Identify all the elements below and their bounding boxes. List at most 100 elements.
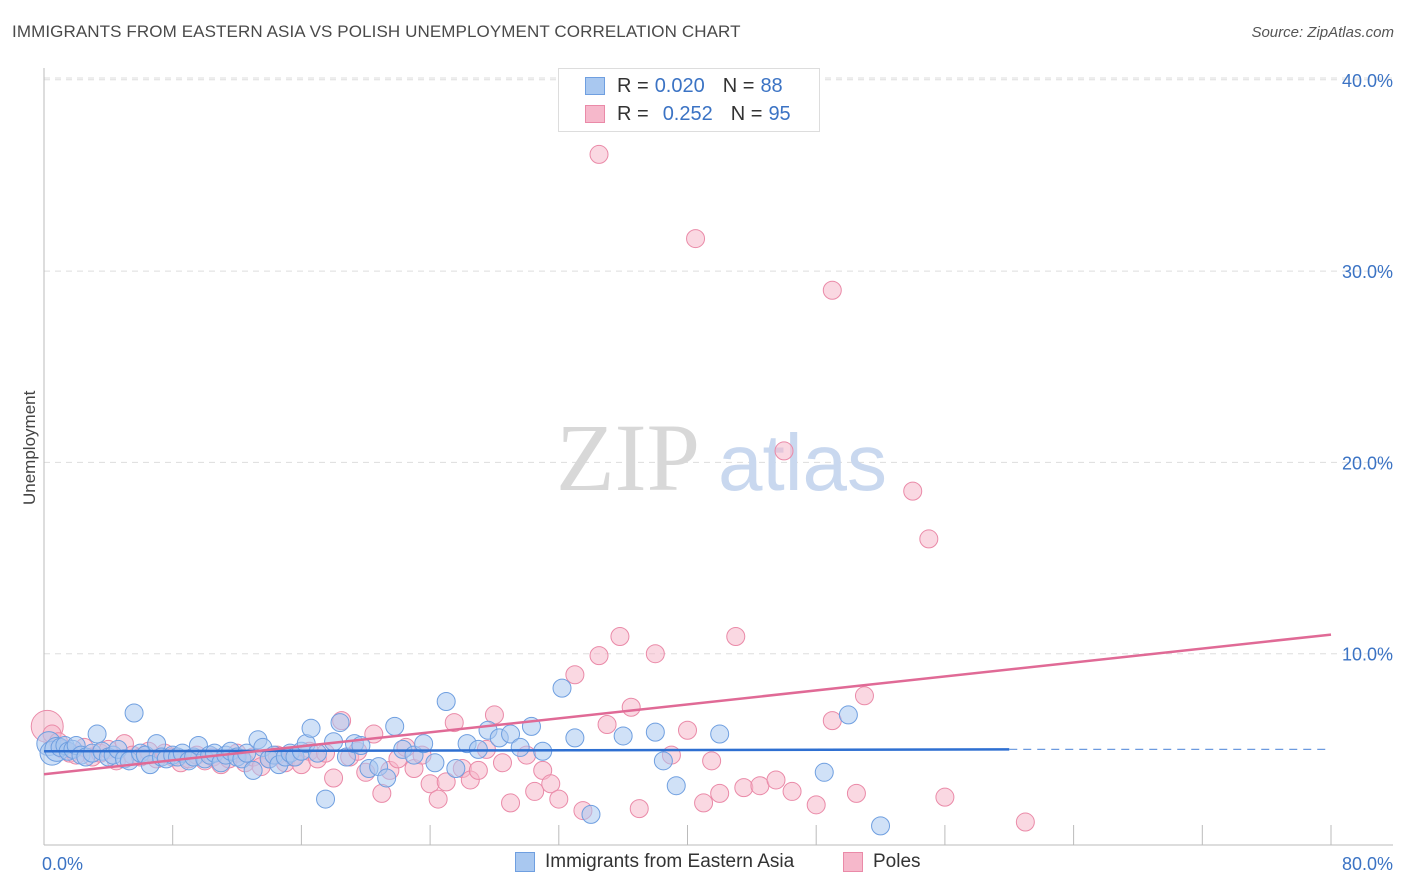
- y-tick-label: 10.0%: [1342, 645, 1393, 665]
- y-tick-label: 30.0%: [1342, 262, 1393, 282]
- legend-item-eastern-asia[interactable]: Immigrants from Eastern Asia: [515, 851, 794, 873]
- legend-swatch-blue: [585, 77, 605, 95]
- poles-point: [774, 441, 794, 461]
- legend-swatch-pink: [585, 105, 605, 123]
- poles-point: [919, 529, 939, 549]
- poles-point: [935, 787, 955, 807]
- legend-swatch-pink: [843, 852, 863, 872]
- eastern-asia-point: [501, 724, 521, 744]
- eastern-asia-point: [710, 724, 730, 744]
- eastern-asia-point: [87, 724, 107, 744]
- eastern-asia-point: [871, 816, 891, 836]
- poles-point: [686, 229, 706, 249]
- poles-point: [854, 686, 874, 706]
- poles-point: [610, 626, 630, 646]
- eastern-asia-point: [838, 705, 858, 725]
- poles-point: [766, 770, 786, 790]
- eastern-asia-point: [301, 718, 321, 738]
- legend-row-eastern-asia: R = 0.020 N = 88: [585, 73, 783, 99]
- eastern-asia-point: [666, 776, 686, 796]
- eastern-asia-point: [581, 804, 601, 824]
- legend-n-value: 95: [768, 102, 791, 125]
- correlation-legend: R = 0.020 N = 88 R = 0.252 N = 95: [558, 68, 820, 132]
- legend-label-poles: Poles: [873, 851, 921, 872]
- legend-row-poles: R = 0.252 N = 95: [585, 101, 791, 127]
- eastern-asia-point: [377, 768, 397, 788]
- legend-r-value: 0.252: [662, 102, 713, 125]
- eastern-asia-point: [330, 713, 350, 733]
- eastern-asia-point: [613, 726, 633, 746]
- poles-point: [702, 751, 722, 771]
- poles-point: [726, 626, 746, 646]
- eastern-asia-point: [425, 753, 445, 773]
- eastern-asia-point: [316, 789, 336, 809]
- poles-point: [782, 781, 802, 801]
- legend-item-poles[interactable]: Poles: [843, 851, 921, 873]
- poles-point: [501, 793, 521, 813]
- watermark-atlas: atlas: [718, 418, 887, 507]
- poles-point: [565, 665, 585, 685]
- poles-point: [694, 793, 714, 813]
- eastern-asia-point: [385, 716, 405, 736]
- legend-label-eastern-asia: Immigrants from Eastern Asia: [545, 851, 795, 872]
- poles-point: [324, 768, 344, 788]
- poles-point: [428, 789, 448, 809]
- poles-point: [621, 697, 641, 717]
- legend-n-label: N =: [722, 74, 755, 97]
- poles-point: [750, 776, 770, 796]
- eastern-asia-point: [124, 703, 144, 723]
- poles-point: [589, 646, 609, 666]
- y-tick-label: 40.0%: [1342, 71, 1393, 91]
- poles-point: [525, 781, 545, 801]
- eastern-asia-point: [243, 760, 263, 780]
- trend-line-poles: [43, 633, 1332, 776]
- eastern-asia-point: [510, 737, 530, 757]
- y-tick-label: 20.0%: [1342, 453, 1393, 473]
- trend-lines: [43, 633, 1332, 776]
- poles-point: [492, 753, 512, 773]
- legend-r-value: 0.020: [654, 74, 705, 97]
- poles-point: [589, 144, 609, 164]
- poles-point: [903, 481, 923, 501]
- legend-n-label: N =: [730, 102, 763, 125]
- poles-point: [734, 778, 754, 798]
- poles-point: [822, 711, 842, 731]
- chart-title: IMMIGRANTS FROM EASTERN ASIA VS POLISH U…: [12, 22, 741, 41]
- eastern-asia-point: [645, 722, 665, 742]
- poles-point: [806, 795, 826, 815]
- watermark: ZIP atlas: [556, 404, 887, 511]
- source-credit: Source: ZipAtlas.com: [1251, 24, 1394, 41]
- poles-point: [549, 789, 569, 809]
- x-tick-label-min: 0.0%: [42, 854, 83, 874]
- poles-point: [629, 799, 649, 819]
- poles-point: [436, 772, 456, 792]
- eastern-asia-point: [814, 762, 834, 782]
- legend-swatch-blue: [515, 852, 535, 872]
- tick-labels: 10.0% 20.0% 30.0% 40.0% 0.0% 80.0%: [42, 71, 1393, 874]
- poles-point: [645, 644, 665, 664]
- legend-r-label: R =: [617, 74, 649, 97]
- grid-lines: [44, 77, 1393, 655]
- trend-line-eastern-asia: [43, 748, 1010, 753]
- legend-r-label: R =: [617, 102, 649, 125]
- poles-point: [468, 760, 488, 780]
- eastern-asia-point: [446, 758, 466, 778]
- series-legend: Immigrants from Eastern Asia Poles: [0, 851, 1406, 877]
- eastern-asia-point: [565, 728, 585, 748]
- eastern-asia-point: [414, 734, 434, 754]
- poles-point: [678, 720, 697, 740]
- poles-point: [541, 774, 561, 794]
- poles-point: [710, 783, 730, 803]
- eastern-asia-point: [436, 692, 456, 712]
- legend-n-value: 88: [760, 74, 783, 97]
- poles-point: [822, 280, 842, 300]
- eastern-asia-point: [653, 751, 673, 771]
- eastern-asia-point: [552, 678, 572, 698]
- series-eastern-asia-points: [36, 678, 891, 836]
- poles-point: [597, 714, 617, 734]
- poles-point: [1015, 812, 1035, 832]
- x-tick-label-max: 80.0%: [1342, 854, 1393, 874]
- eastern-asia-point: [307, 743, 327, 763]
- watermark-zip: ZIP: [556, 404, 700, 511]
